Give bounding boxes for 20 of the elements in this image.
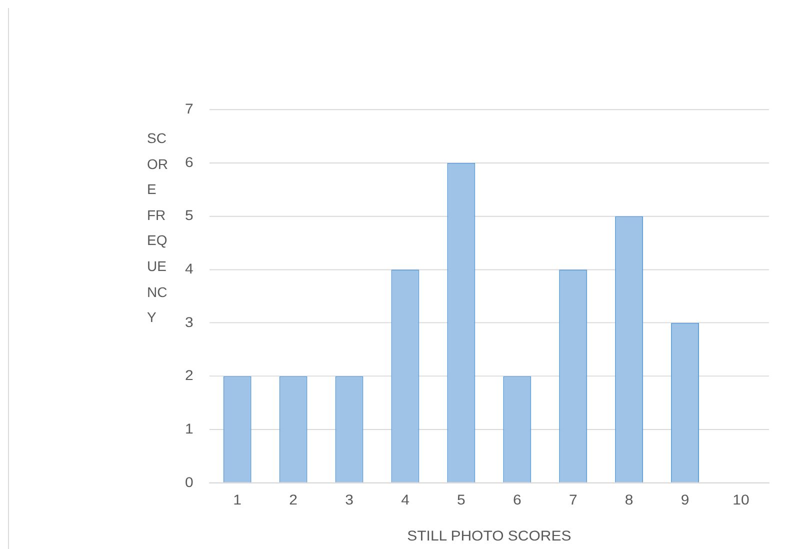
x-tick-label: 7 (568, 493, 578, 509)
y-tick-label: 6 (185, 155, 194, 171)
x-axis-title: STILL PHOTO SCORES (407, 528, 572, 545)
y-tick-label: 2 (185, 368, 194, 384)
y-tick-label: 7 (185, 102, 194, 118)
x-tick-label: 4 (401, 493, 410, 509)
y-tick-label: 4 (185, 262, 194, 278)
y-axis-title: SCORE FREQUENCY (147, 129, 169, 328)
y-tick-label: 3 (185, 315, 194, 331)
y-tick-label: 0 (185, 475, 194, 491)
x-tick-label: 3 (345, 493, 354, 509)
x-tick-label: 9 (680, 493, 690, 509)
x-tick-label: 10 (732, 493, 750, 509)
x-tick-label: 1 (233, 493, 242, 509)
x-tick-label: 5 (457, 493, 466, 509)
y-tick-label: 5 (185, 208, 194, 224)
x-tick-label: 8 (624, 493, 634, 509)
y-tick-label: 1 (185, 422, 194, 438)
x-tick-label: 6 (512, 493, 522, 509)
x-tick-label: 2 (289, 493, 298, 509)
